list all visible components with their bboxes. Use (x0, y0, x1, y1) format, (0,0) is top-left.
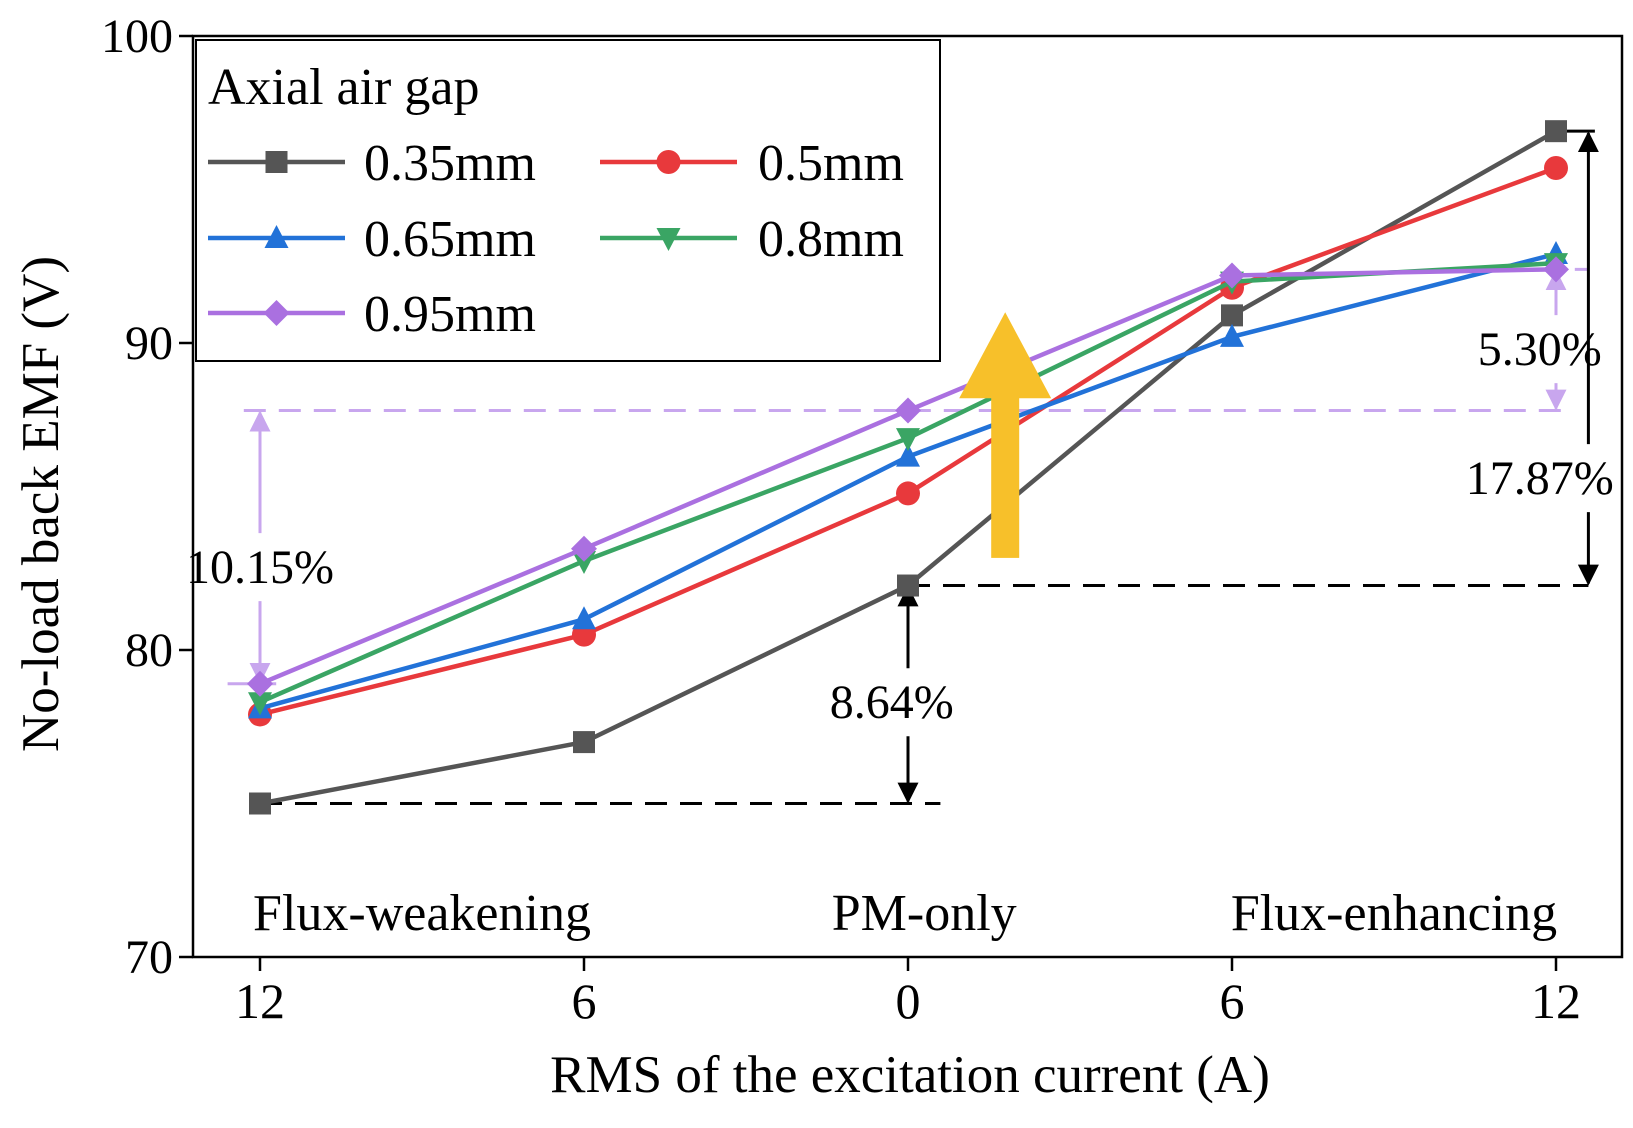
point-0.65mm-1 (572, 606, 596, 630)
legend-label-0.95mm: 0.95mm (364, 286, 536, 343)
legend-item-0.8mm: 0.8mm (600, 211, 904, 268)
point-0.35mm-3 (1221, 304, 1243, 327)
axes: 70 80 90 100 12 6 0 6 12 (101, 10, 1624, 1029)
percentage-annotations: 10.15% 8.64% 17.87% 5.30% (186, 131, 1614, 804)
annotation-label-3: 5.30% (1478, 323, 1602, 376)
legend: Axial air gap 0.35mm 0.5mm 0.65mm 0.8mm 0.95… (195, 39, 941, 362)
point-0.8mm-1 (572, 550, 596, 574)
point-0.95mm-2 (895, 397, 921, 424)
point-0.95mm-4 (1543, 256, 1569, 283)
legend-item-0.65mm: 0.65mm (208, 211, 536, 268)
point-0.35mm-4 (1545, 120, 1567, 143)
legend-item-0.5mm: 0.5mm (600, 135, 904, 192)
x-tick-label-4: 12 (1531, 973, 1581, 1029)
legend-marker-0.65mm (264, 225, 289, 248)
annotation-label-2: 17.87% (1466, 452, 1614, 505)
x-tick-label-2: 0 (896, 973, 921, 1029)
y-tick-label-3: 100 (101, 10, 173, 63)
point-0.35mm-2 (897, 574, 919, 597)
region-label-2: Flux-enhancing (1231, 885, 1557, 942)
x-tick-label-3: 6 (1220, 973, 1245, 1029)
x-tick-label-1: 6 (572, 973, 597, 1029)
point-0.65mm-2 (896, 443, 920, 467)
y-tick-label-2: 90 (125, 317, 173, 370)
legend-label-0.65mm: 0.65mm (364, 211, 536, 268)
point-0.65mm-3 (1220, 323, 1244, 347)
y-axis-label: No-load back EMF (V) (12, 256, 70, 752)
trend-arrow-head (959, 312, 1052, 399)
point-0.95mm-3 (1219, 262, 1245, 289)
x-tick-label-0: 12 (235, 973, 285, 1029)
point-0.95mm-0 (247, 670, 273, 697)
legend-marker-0.35mm (265, 151, 288, 173)
point-0.35mm-0 (249, 792, 271, 815)
legend-item-0.95mm: 0.95mm (208, 286, 536, 343)
point-0.35mm-1 (573, 731, 595, 754)
point-0.8mm-0 (248, 692, 272, 716)
legend-title: Axial air gap (208, 59, 479, 116)
legend-marker-0.5mm (656, 150, 681, 174)
legend-marker-0.8mm (656, 228, 681, 251)
point-0.5mm-4 (1544, 156, 1568, 181)
legend-item-0.35mm: 0.35mm (208, 135, 536, 192)
legend-label-0.35mm: 0.35mm (364, 135, 536, 192)
legend-box (195, 39, 941, 362)
series-0.35mm (249, 120, 1567, 815)
series-0.95mm (247, 256, 1569, 697)
point-0.95mm-1 (571, 535, 597, 562)
point-0.5mm-2 (896, 481, 920, 506)
annotation-label-0: 10.15% (186, 541, 334, 594)
region-label-1: PM-only (832, 885, 1017, 942)
legend-label-0.5mm: 0.5mm (758, 135, 904, 192)
point-0.8mm-2 (896, 428, 920, 452)
annotation-label-1: 8.64% (830, 676, 954, 729)
region-label-0: Flux-weakening (253, 885, 591, 942)
data-series: Flux-weakening PM-only Flux-enhancing (247, 120, 1569, 942)
y-tick-label-0: 70 (125, 931, 173, 984)
y-tick-label-1: 80 (125, 624, 173, 677)
legend-marker-0.95mm (263, 300, 290, 326)
x-axis-label: RMS of the excitation current (A) (550, 1046, 1270, 1104)
trend-arrow-shaft (991, 396, 1020, 558)
legend-label-0.8mm: 0.8mm (758, 211, 904, 268)
